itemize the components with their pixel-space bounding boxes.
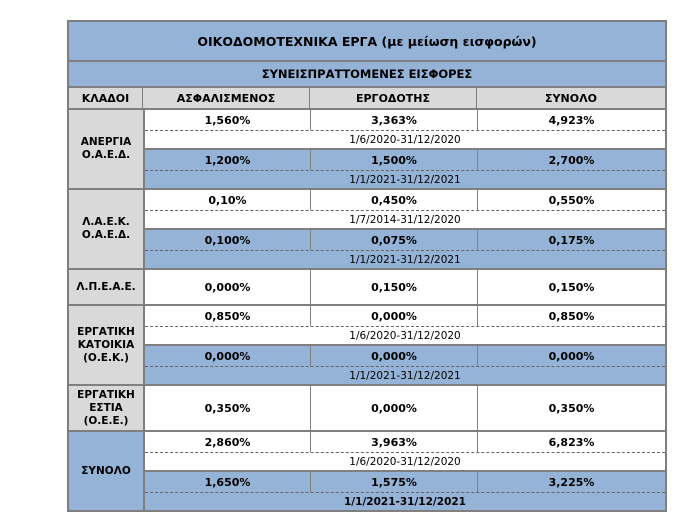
row-label: ΣΥΝΟΛΟ: [69, 432, 145, 510]
row-label: Λ.Α.Ε.Κ. Ο.Α.Ε.Δ.: [69, 190, 145, 268]
period-group: 1,200% 1,500% 2,700% 1/1/2021-31/12/2021: [145, 148, 665, 188]
row-label: ΑΝΕΡΓΙΑ Ο.Α.Ε.Δ.: [69, 110, 145, 188]
rate-cell: 0,075%: [311, 230, 478, 250]
rate-cell: 0,850%: [145, 306, 311, 326]
rate-cell: 0,000%: [548, 349, 595, 363]
period-date: 1/6/2020-31/12/2020: [349, 329, 461, 342]
period-group: 0,10% 0,450% 0,550% 1/7/2014-31/12/2020: [145, 190, 665, 228]
row-label: ΕΡΓΑΤΙΚΗ ΕΣΤΙΑ (Ο.Ε.Ε.): [69, 386, 145, 430]
rate-cell: 1,200%: [145, 150, 311, 170]
table-title: ΟΙΚΟΔΟΜΟΤΕΧΝΙΚΑ ΕΡΓΑ (με μείωση εισφορών…: [69, 22, 665, 62]
table-subtitle: ΣΥΝΕΙΣΠΡΑΤΤΟΜΕΝΕΣ ΕΙΣΦΟΡΕΣ: [69, 62, 665, 88]
period-group: 1,650% 1,575% 3,225% 1/1/2021-31/12/2021: [145, 470, 665, 510]
table-row: ΑΝΕΡΓΙΑ Ο.Α.Ε.Δ. 1,560% 3,363% 4,923% 1/6/…: [69, 110, 665, 190]
row-label: ΕΡΓΑΤΙΚΗ ΚΑΤΟΙΚΙΑ (Ο.Ε.Κ.): [69, 306, 145, 384]
contributions-table: ΟΙΚΟΔΟΜΟΤΕΧΝΙΚΑ ΕΡΓΑ (με μείωση εισφορών…: [67, 20, 667, 512]
period-group: 0,000% 0,150% 0,150%: [145, 270, 665, 304]
rate-cell: 3,963%: [311, 432, 478, 452]
rate-cell: 0,550%: [548, 193, 595, 207]
rate-cell: 0,000%: [311, 306, 478, 326]
header-total: ΣΥΝΟΛΟ: [477, 88, 665, 110]
period-date: 1/6/2020-31/12/2020: [349, 455, 461, 468]
period-group: 2,860% 3,963% 6,823% 1/6/2020-31/12/2020: [145, 432, 665, 470]
table-body: ΑΝΕΡΓΙΑ Ο.Α.Ε.Δ. 1,560% 3,363% 4,923% 1/6/…: [69, 110, 665, 510]
period-date: 1/1/2021-31/12/2021: [349, 369, 461, 382]
rate-cell: 2,700%: [548, 153, 595, 167]
rate-cell: 1,500%: [311, 150, 478, 170]
rate-cell: 0,850%: [548, 309, 595, 323]
table-row: ΕΡΓΑΤΙΚΗ ΚΑΤΟΙΚΙΑ (Ο.Ε.Κ.) 0,850% 0,000% 0…: [69, 306, 665, 386]
table-row: Λ.Π.Ε.Α.Ε. 0,000% 0,150% 0,150%: [69, 270, 665, 306]
period-date: 1/1/2021-31/12/2021: [349, 173, 461, 186]
rate-cell: 0,000%: [311, 346, 478, 366]
period-date: 1/6/2020-31/12/2020: [349, 133, 461, 146]
rate-cell: 0,10%: [145, 190, 311, 210]
rate-cell: 1,575%: [311, 472, 478, 492]
table-row: Λ.Α.Ε.Κ. Ο.Α.Ε.Δ. 0,10% 0,450% 0,550% 1/7/…: [69, 190, 665, 270]
rate-cell: 6,823%: [548, 435, 595, 449]
rate-cell: 1,560%: [145, 110, 311, 130]
row-label: Λ.Π.Ε.Α.Ε.: [69, 270, 145, 304]
rate-cell: 3,363%: [311, 110, 478, 130]
rate-cell: 0,175%: [548, 233, 595, 247]
period-date: 1/7/2014-31/12/2020: [349, 213, 461, 226]
rate-cell: 2,860%: [145, 432, 311, 452]
rate-cell: 4,923%: [548, 113, 595, 127]
period-group: 1,560% 3,363% 4,923% 1/6/2020-31/12/2020: [145, 110, 665, 148]
rate-cell: 0,350%: [548, 401, 595, 415]
period-date: 1/1/2021-31/12/2021: [344, 495, 466, 508]
header-employer: ΕΡΓΟΔΟΤΗΣ: [310, 88, 477, 110]
table-row: ΕΡΓΑΤΙΚΗ ΕΣΤΙΑ (Ο.Ε.Ε.) 0,350% 0,000% 0,350…: [69, 386, 665, 432]
table-row: ΣΥΝΟΛΟ 2,860% 3,963% 6,823% 1/6/2020-31/12…: [69, 432, 665, 510]
rate-cell: 0,000%: [311, 386, 478, 430]
period-group: 0,850% 0,000% 0,850% 1/6/2020-31/12/2020: [145, 306, 665, 344]
column-headers: ΚΛΑΔΟΙ ΑΣΦΑΛΙΣΜΕΝΟΣ ΕΡΓΟΔΟΤΗΣ ΣΥΝΟΛΟ: [69, 88, 665, 110]
period-group: 0,000% 0,000% 0,000% 1/1/2021-31/12/2021: [145, 344, 665, 384]
rate-cell: 0,150%: [311, 270, 478, 304]
header-branches: ΚΛΑΔΟΙ: [69, 88, 143, 110]
rate-cell: 3,225%: [548, 475, 595, 489]
rate-cell: 0,150%: [548, 280, 595, 294]
rate-cell: 0,450%: [311, 190, 478, 210]
period-date: 1/1/2021-31/12/2021: [349, 253, 461, 266]
rate-cell: 1,650%: [145, 472, 311, 492]
rate-cell: 0,350%: [145, 386, 311, 430]
header-insured: ΑΣΦΑΛΙΣΜΕΝΟΣ: [143, 88, 310, 110]
period-group: 0,350% 0,000% 0,350%: [145, 386, 665, 430]
rate-cell: 0,100%: [145, 230, 311, 250]
period-group: 0,100% 0,075% 0,175% 1/1/2021-31/12/2021: [145, 228, 665, 268]
rate-cell: 0,000%: [145, 270, 311, 304]
rate-cell: 0,000%: [145, 346, 311, 366]
